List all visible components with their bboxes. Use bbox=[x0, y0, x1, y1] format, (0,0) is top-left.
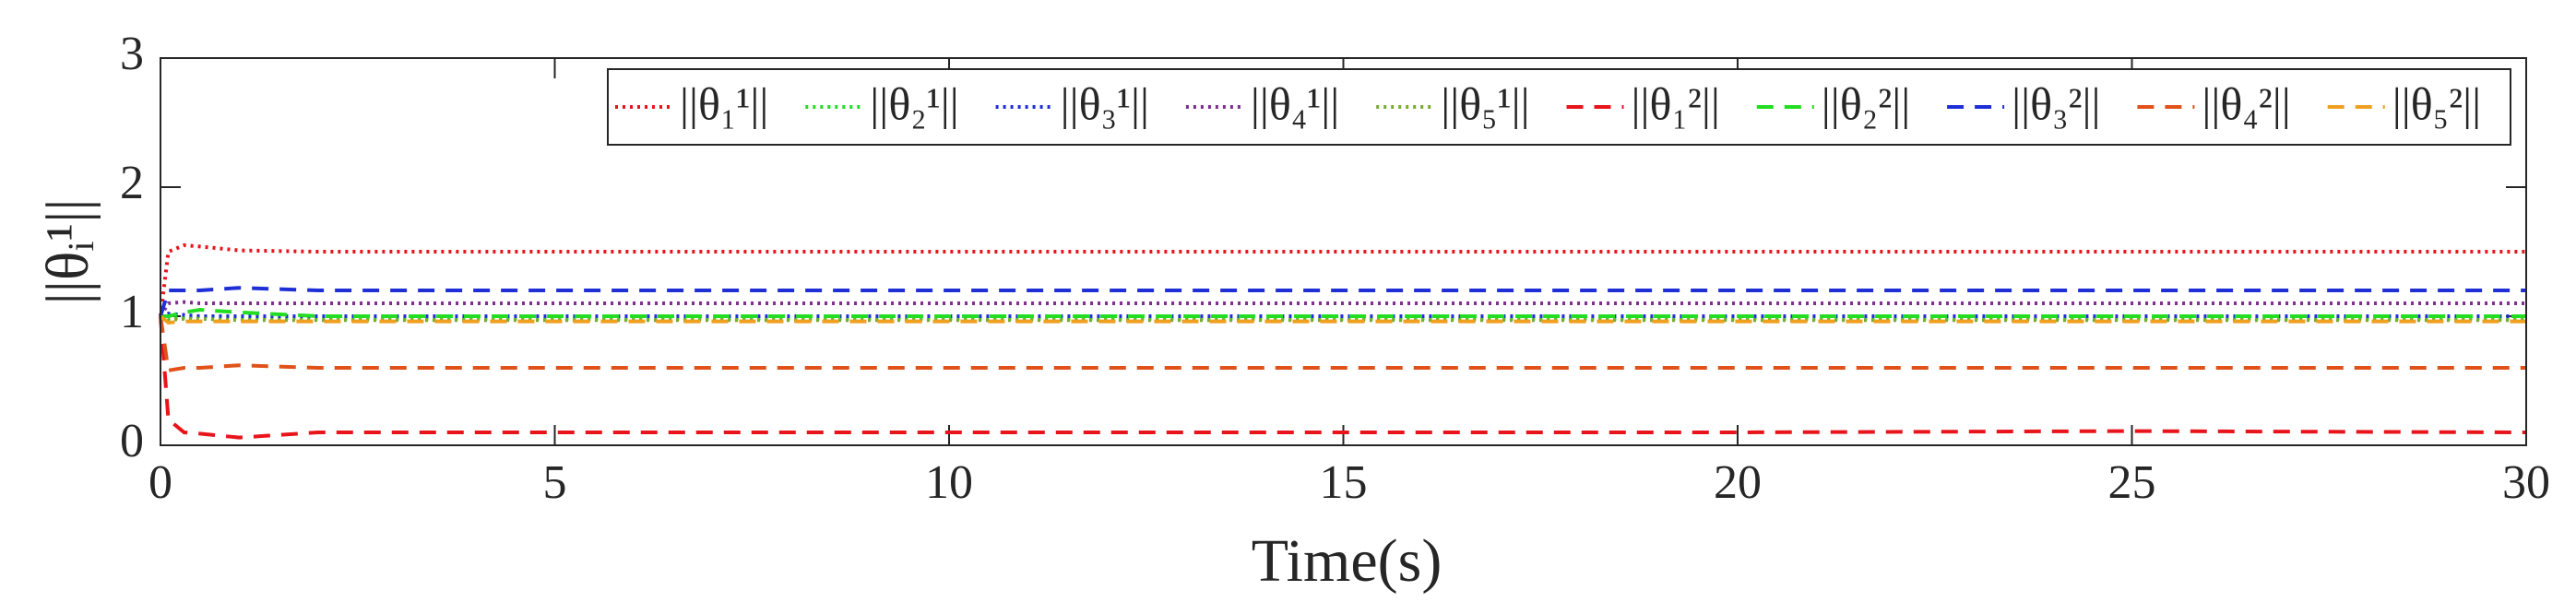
series-line bbox=[159, 286, 2526, 317]
series-line bbox=[159, 314, 2526, 325]
series-line bbox=[159, 315, 2526, 373]
legend-label: ||θ₃¹|| bbox=[1061, 77, 1149, 129]
legend-label: ||θ₃²|| bbox=[2012, 77, 2100, 129]
legend-label: ||θ₅¹|| bbox=[1441, 77, 1529, 129]
x-tick-label: 15 bbox=[1320, 456, 1368, 509]
y-tick-label: 0 bbox=[120, 415, 144, 467]
x-tick-label: 30 bbox=[2502, 456, 2550, 509]
series-line bbox=[159, 315, 2527, 440]
y-tick-label: 2 bbox=[120, 157, 144, 209]
x-tick-label: 20 bbox=[1714, 456, 1762, 509]
y-tick-label: 3 bbox=[120, 28, 144, 80]
legend-label: ||θ₁¹|| bbox=[680, 77, 768, 129]
x-tick-label: 5 bbox=[543, 456, 567, 509]
legend-label: ||θ₁²|| bbox=[1632, 77, 1720, 129]
legend-label: ||θ₅²|| bbox=[2392, 77, 2481, 129]
x-tick-label: 25 bbox=[2108, 456, 2156, 509]
x-tick-label: 10 bbox=[925, 456, 973, 509]
legend-label: ||θ₄¹|| bbox=[1251, 77, 1339, 129]
x-tick-label: 0 bbox=[148, 456, 172, 509]
series-line bbox=[160, 307, 2526, 318]
legend-label: ||θ₂¹|| bbox=[870, 77, 958, 129]
y-tick-label: 1 bbox=[120, 286, 144, 338]
series-line bbox=[159, 242, 2526, 317]
legend-label: ||θ₂²|| bbox=[1822, 77, 1910, 129]
axes-box bbox=[160, 57, 2527, 446]
legend-label: ||θ₄²|| bbox=[2202, 77, 2290, 129]
y-axis-label: ||θᵢ¹|| bbox=[34, 198, 101, 304]
x-axis-label: Time(s) bbox=[1252, 527, 1442, 595]
